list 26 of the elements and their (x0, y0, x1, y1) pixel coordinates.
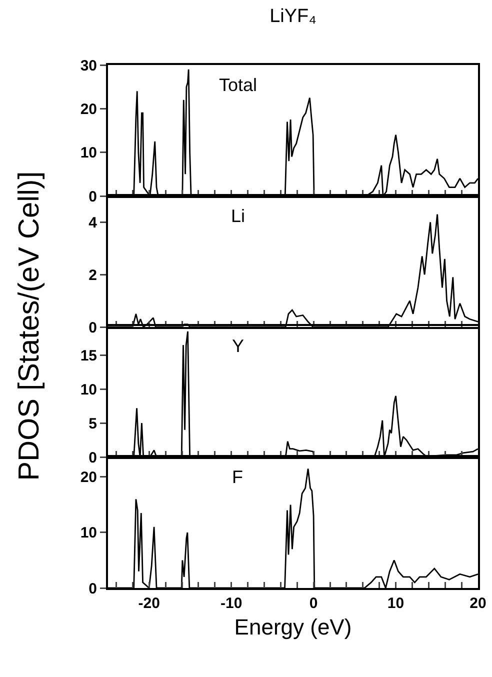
y-axis-title: PDOS [States/(eV Cell)] (14, 171, 46, 481)
x-tick-label: -20 (138, 594, 160, 612)
x-tick-label: -10 (220, 594, 242, 612)
y-tick-label: 0 (88, 188, 97, 206)
y-tick-label: 0 (88, 449, 97, 466)
y-tick-label: 0 (88, 580, 97, 597)
x-tick-label: 0 (309, 594, 318, 612)
annotation: F (232, 466, 243, 486)
y-tick-label: 10 (80, 381, 97, 398)
y-tick-label: 20 (80, 100, 97, 118)
y-tick-label: 10 (80, 144, 97, 162)
annotation: Total (219, 75, 258, 95)
annotation: Y (232, 336, 244, 356)
y-tick-label: 15 (80, 347, 97, 364)
y-tick-label: 30 (80, 57, 97, 74)
y-tick-label: 5 (88, 415, 97, 432)
y-tick-label: 2 (88, 266, 97, 284)
y-tick-label: 0 (88, 318, 97, 336)
chart-title: LiYF₄ (268, 6, 318, 28)
y-tick-label: 10 (80, 524, 97, 542)
y-tick-label: 20 (80, 468, 97, 486)
annotation: Li (231, 206, 246, 226)
x-tick-label: 10 (387, 594, 404, 612)
y-tick-label: 4 (88, 214, 98, 231)
x-tick-label: 20 (470, 594, 486, 612)
x-axis-title: Energy (eV) (234, 614, 352, 639)
